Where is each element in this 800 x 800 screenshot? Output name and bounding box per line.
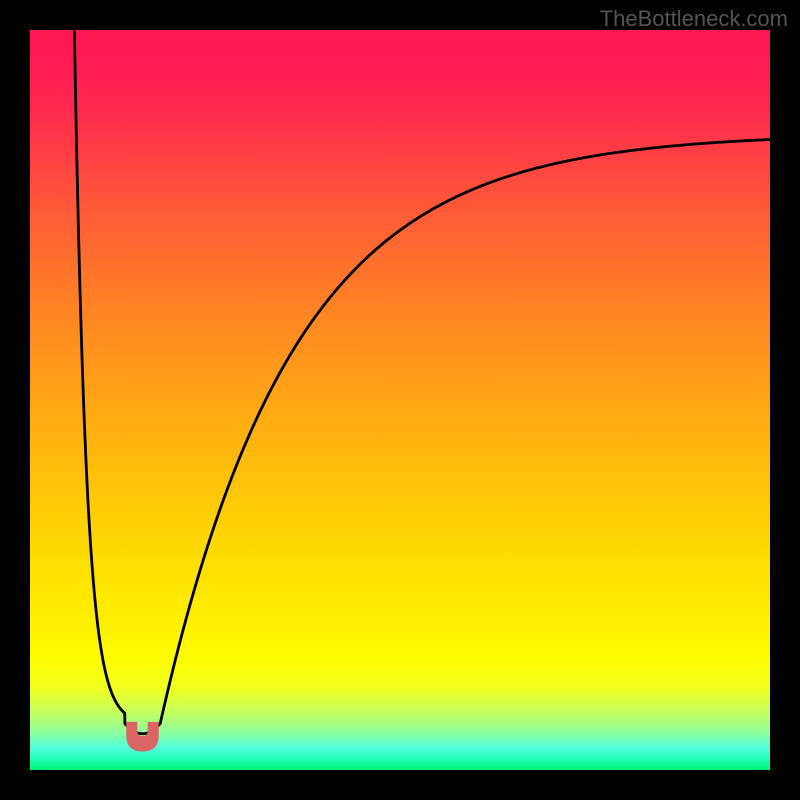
chart-container: TheBottleneck.com <box>0 0 800 800</box>
plot-area <box>30 30 770 770</box>
watermark-text: TheBottleneck.com <box>600 6 788 32</box>
gradient-background <box>30 30 770 770</box>
